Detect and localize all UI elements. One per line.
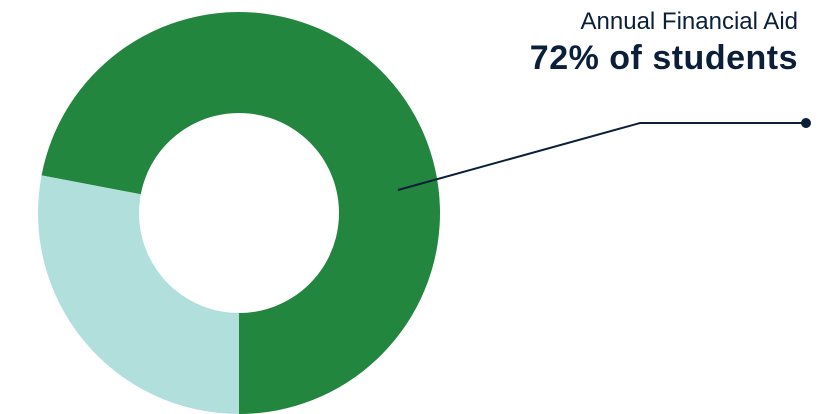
callout-value: 72% of students [529, 39, 798, 77]
callout-title: Annual Financial Aid [580, 8, 798, 35]
leader-endpoint-dot [801, 118, 811, 128]
callout-leader [397, 118, 811, 191]
donut-slices [37, 11, 440, 414]
donut-slice-1 [41, 11, 440, 414]
donut-slice-2 [37, 175, 240, 414]
leader-line [397, 122, 806, 191]
callout: Annual Financial Aid 72% of students [530, 6, 798, 78]
